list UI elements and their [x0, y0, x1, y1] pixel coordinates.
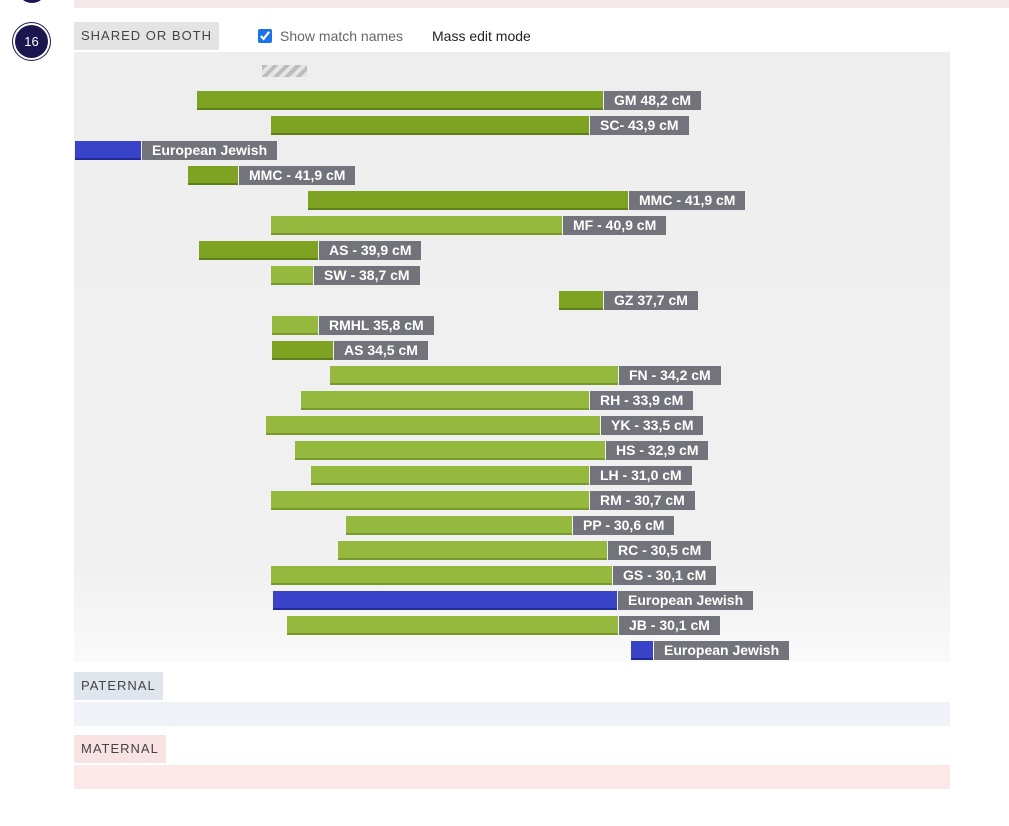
match-label: AS 34,5 cM — [334, 341, 428, 360]
match-segment[interactable] — [308, 191, 628, 210]
match-segment[interactable] — [330, 366, 618, 385]
match-segment[interactable] — [311, 466, 589, 485]
match-label: GM 48,2 cM — [604, 91, 702, 110]
ethnicity-label: European Jewish — [142, 141, 278, 160]
centromere-marker — [262, 65, 307, 77]
show-match-names-checkbox[interactable] — [258, 29, 272, 43]
match-label: SW - 38,7 cM — [314, 266, 420, 285]
previous-chromosome-badge — [17, 0, 47, 3]
match-label: RC - 30,5 cM — [608, 541, 712, 560]
ethnicity-segment[interactable] — [75, 141, 141, 160]
match-label: PP - 30,6 cM — [573, 516, 675, 535]
match-segment[interactable] — [199, 241, 318, 260]
chromosome-number-badge: 16 — [15, 25, 48, 58]
match-label: MMC - 41,9 cM — [239, 166, 356, 185]
match-segment[interactable] — [271, 116, 589, 135]
match-label: MMC - 41,9 cM — [629, 191, 746, 210]
match-segment[interactable] — [271, 491, 589, 510]
match-label: GS - 30,1 cM — [613, 566, 717, 585]
match-label: FN - 34,2 cM — [619, 366, 721, 385]
match-label: AS - 39,9 cM — [319, 241, 422, 260]
match-segment[interactable] — [266, 416, 600, 435]
ethnicity-segment[interactable] — [631, 641, 653, 660]
paternal-label: PATERNAL — [74, 672, 163, 700]
ethnicity-segment[interactable] — [273, 591, 617, 610]
match-label: RH - 33,9 cM — [590, 391, 694, 410]
match-label: RM - 30,7 cM — [590, 491, 695, 510]
ethnicity-label: European Jewish — [654, 641, 790, 660]
match-segment[interactable] — [271, 216, 562, 235]
match-segment[interactable] — [272, 316, 318, 335]
match-label: SC- 43,9 cM — [590, 116, 689, 135]
maternal-label: MATERNAL — [74, 735, 166, 763]
match-segment[interactable] — [271, 266, 313, 285]
match-label: HS - 32,9 cM — [606, 441, 709, 460]
match-label: YK - 33,5 cM — [601, 416, 704, 435]
match-segment[interactable] — [346, 516, 572, 535]
match-label: RMHL 35,8 cM — [319, 316, 434, 335]
match-label: MF - 40,9 cM — [563, 216, 667, 235]
previous-maternal-strip — [74, 0, 1009, 8]
match-segment[interactable] — [301, 391, 589, 410]
show-match-names-toggle[interactable]: Show match names — [258, 25, 403, 47]
shared-or-both-label: SHARED OR BOTH — [74, 22, 220, 50]
match-segment[interactable] — [188, 166, 238, 185]
match-label: LH - 31,0 cM — [590, 466, 692, 485]
show-match-names-label: Show match names — [280, 28, 403, 44]
ethnicity-label: European Jewish — [618, 591, 754, 610]
match-segment[interactable] — [338, 541, 607, 560]
match-label: GZ 37,7 cM — [604, 291, 698, 310]
match-segment[interactable] — [295, 441, 605, 460]
match-segment[interactable] — [559, 291, 603, 310]
paternal-segments-area — [74, 702, 950, 726]
match-segment[interactable] — [287, 616, 618, 635]
maternal-segments-area — [74, 765, 950, 789]
mass-edit-mode-link[interactable]: Mass edit mode — [432, 28, 531, 44]
match-segment[interactable] — [271, 566, 612, 585]
match-segment[interactable] — [197, 91, 603, 110]
match-label: JB - 30,1 cM — [619, 616, 720, 635]
match-segment[interactable] — [272, 341, 333, 360]
